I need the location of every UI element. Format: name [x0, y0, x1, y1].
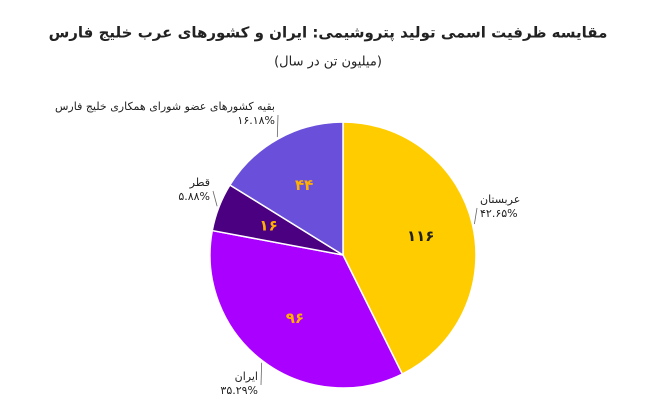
leader-line — [260, 362, 263, 386]
value-label: ۹۶ — [286, 309, 304, 327]
leader-line — [276, 114, 279, 138]
percentage-label: ۴۲.۶۵% — [480, 207, 518, 220]
value-label: ۴۴ — [295, 176, 313, 194]
pie-slice — [342, 121, 477, 376]
chart-subtitle: (میلیون تن در سال) — [274, 55, 382, 70]
pie-slice — [228, 121, 344, 257]
percentage-label: ۳۵.۲۹% — [220, 384, 258, 397]
value-label: ۱۶ — [259, 217, 277, 235]
category-label: بقیه کشورهای عضو شورای همکاری خلیج فارس — [55, 100, 275, 113]
pie-slice — [209, 229, 404, 389]
leader-line — [474, 207, 478, 225]
percentage-label: ۵.۸۸% — [178, 190, 210, 203]
category-label: عربستان — [480, 193, 520, 206]
percentage-label: ۱۶.۱۸% — [237, 114, 275, 127]
category-label: ایران — [235, 370, 258, 383]
value-label: ۱۱۶ — [407, 227, 434, 245]
leader-line — [212, 190, 218, 207]
category-label: قطر — [189, 176, 210, 189]
chart-title: مقایسه ظرفیت اسمی تولید پتروشیمی: ایران … — [49, 24, 608, 43]
